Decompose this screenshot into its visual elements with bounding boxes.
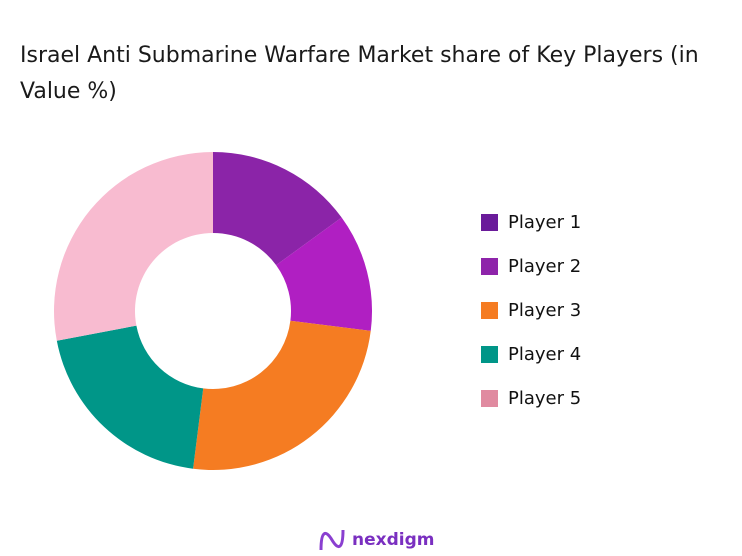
- legend-label: Player 1: [508, 212, 582, 233]
- legend-label: Player 3: [508, 300, 582, 321]
- legend-item: Player 1: [481, 212, 581, 233]
- legend-item: Player 4: [481, 344, 581, 365]
- legend-swatch: [481, 258, 498, 275]
- legend-label: Player 4: [508, 344, 582, 365]
- legend-item: Player 5: [481, 388, 581, 409]
- legend-swatch: [481, 346, 498, 363]
- nexdigm-logo: nexdigm: [318, 528, 434, 552]
- legend-swatch: [481, 302, 498, 319]
- slice-player-2: [276, 217, 372, 331]
- slice-player-3: [193, 320, 371, 470]
- legend-swatch: [481, 390, 498, 407]
- legend-label: Player 2: [508, 256, 582, 277]
- slice-player-1: [213, 152, 342, 266]
- legend-item: Player 2: [481, 256, 581, 277]
- legend-label: Player 5: [508, 388, 582, 409]
- legend-item: Player 3: [481, 300, 581, 321]
- legend-swatch: [481, 214, 498, 231]
- slice-player-4: [56, 325, 204, 469]
- chart-title: Israel Anti Submarine Warfare Market sha…: [20, 43, 699, 104]
- brand-name: nexdigm: [352, 530, 435, 550]
- slice-player-5: [53, 152, 214, 341]
- nexdigm-logo-icon: [319, 529, 345, 551]
